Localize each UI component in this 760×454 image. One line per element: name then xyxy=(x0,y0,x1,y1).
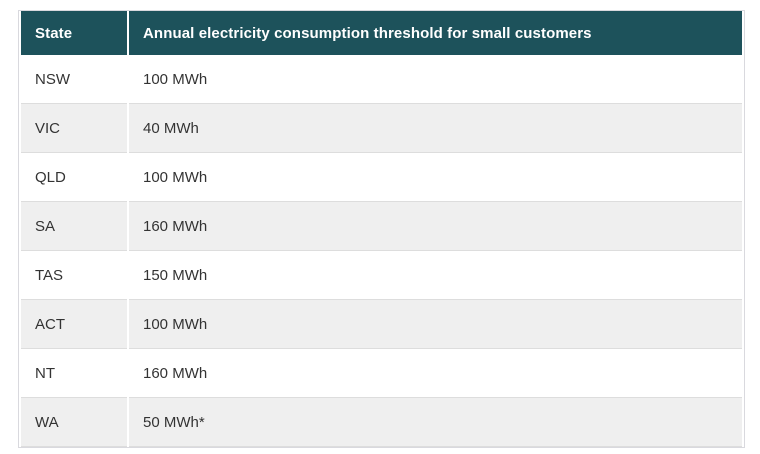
threshold-cell: 100 MWh xyxy=(129,55,742,104)
state-cell: ACT xyxy=(21,300,127,349)
state-cell: WA xyxy=(21,398,127,447)
threshold-cell: 160 MWh xyxy=(129,202,742,251)
threshold-cell: 100 MWh xyxy=(129,300,742,349)
table-row-wa: WA 50 MWh* xyxy=(21,398,742,447)
state-cell: SA xyxy=(21,202,127,251)
state-cell: VIC xyxy=(21,104,127,153)
state-cell: NSW xyxy=(21,55,127,104)
header-row: State Annual electricity consumption thr… xyxy=(21,11,742,55)
table-row-qld: QLD 100 MWh xyxy=(21,153,742,202)
table-row-nt: NT 160 MWh xyxy=(21,349,742,398)
state-cell: NT xyxy=(21,349,127,398)
threshold-cell: 150 MWh xyxy=(129,251,742,300)
consumption-threshold-table: State Annual electricity consumption thr… xyxy=(18,10,745,448)
table-row-vic: VIC 40 MWh xyxy=(21,104,742,153)
threshold-cell: 100 MWh xyxy=(129,153,742,202)
table-row-act: ACT 100 MWh xyxy=(21,300,742,349)
column-header-threshold: Annual electricity consumption threshold… xyxy=(129,11,742,55)
threshold-cell: 160 MWh xyxy=(129,349,742,398)
table-row-sa: SA 160 MWh xyxy=(21,202,742,251)
state-cell: TAS xyxy=(21,251,127,300)
data-table: State Annual electricity consumption thr… xyxy=(19,11,744,447)
threshold-cell: 40 MWh xyxy=(129,104,742,153)
table-row-nsw: NSW 100 MWh xyxy=(21,55,742,104)
column-header-state: State xyxy=(21,11,127,55)
table-row-tas: TAS 150 MWh xyxy=(21,251,742,300)
threshold-cell: 50 MWh* xyxy=(129,398,742,447)
state-cell: QLD xyxy=(21,153,127,202)
